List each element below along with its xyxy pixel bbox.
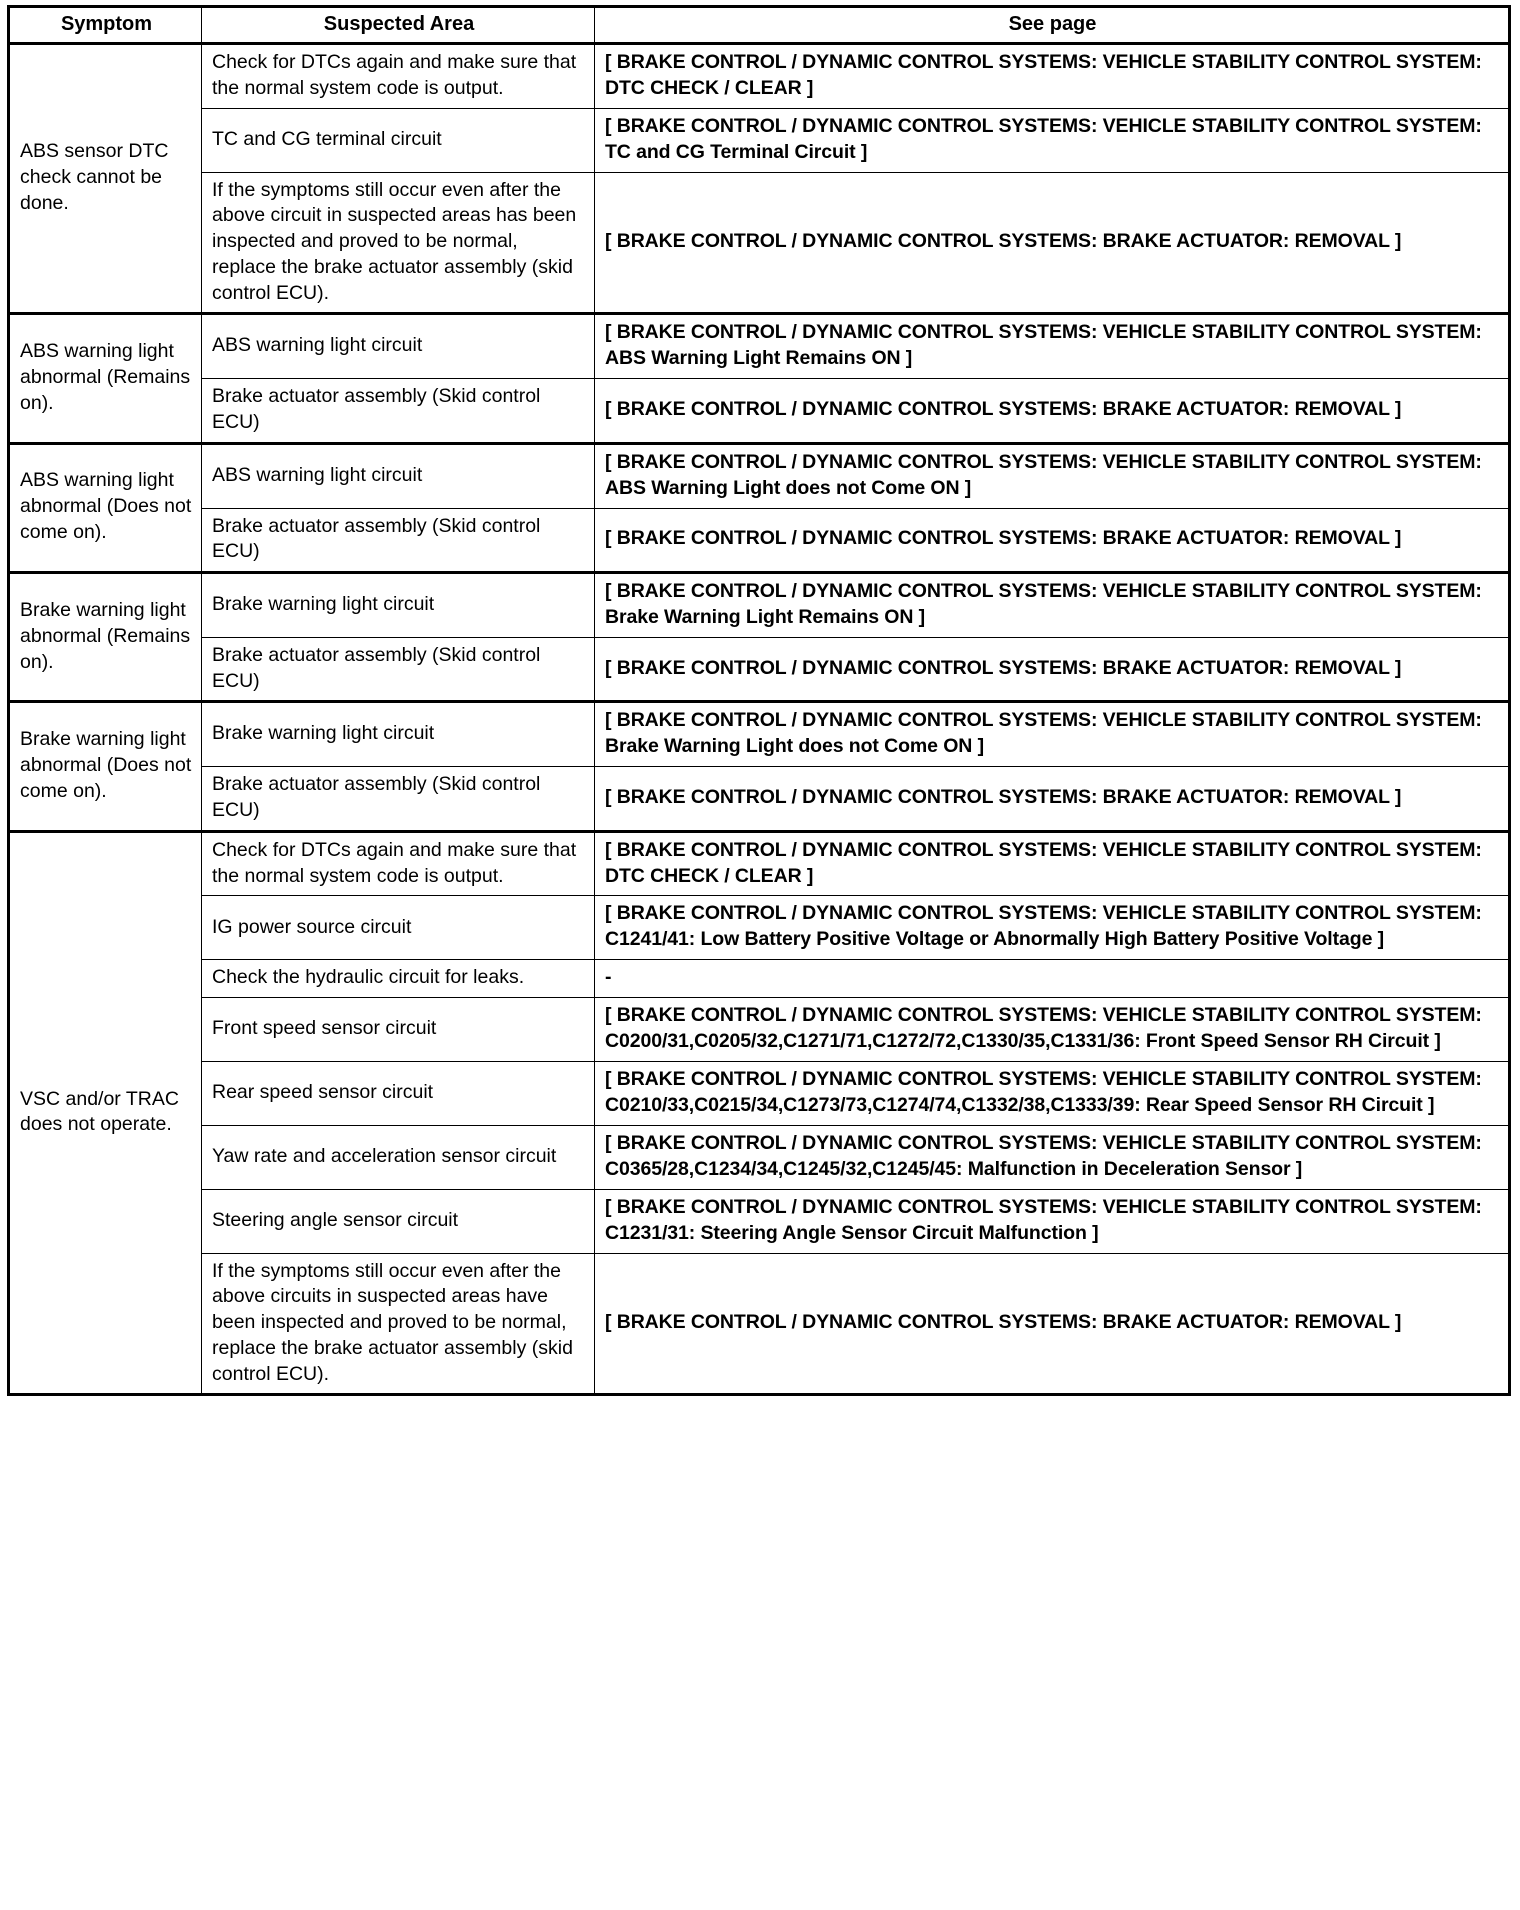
table-row: Steering angle sensor circuit[ BRAKE CON…	[9, 1188, 1510, 1254]
suspected-area-cell: If the symptoms still occur even after t…	[201, 1252, 595, 1396]
see-page-cell: [ BRAKE CONTROL / DYNAMIC CONTROL SYSTEM…	[594, 42, 1510, 109]
suspected-area-cell: Brake warning light circuit	[201, 700, 595, 768]
see-page-cell: [ BRAKE CONTROL / DYNAMIC CONTROL SYSTEM…	[594, 171, 1510, 315]
symptom-cell: ABS sensor DTC check cannot be done.	[8, 41, 202, 315]
column-header-symptom: Symptom	[8, 6, 202, 44]
symptom-diagnosis-table: Symptom Suspected Area See page ABS sens…	[7, 5, 1511, 1397]
symptom-cell: Brake warning light abnormal (Does not c…	[8, 700, 202, 832]
see-page-cell: [ BRAKE CONTROL / DYNAMIC CONTROL SYSTEM…	[594, 507, 1510, 573]
table-row: Brake warning light abnormal (Does not c…	[8, 700, 1510, 832]
see-page-cell: [ BRAKE CONTROL / DYNAMIC CONTROL SYSTEM…	[594, 1252, 1510, 1396]
suspected-area-cell: Check for DTCs again and make sure that …	[201, 829, 595, 897]
see-page-cell: [ BRAKE CONTROL / DYNAMIC CONTROL SYSTEM…	[594, 829, 1510, 897]
suspected-area-cell: Steering angle sensor circuit	[201, 1188, 595, 1254]
suspected-area-cell: Brake warning light circuit	[201, 570, 595, 638]
suspected-area-cell: IG power source circuit	[201, 895, 595, 961]
see-page-cell: [ BRAKE CONTROL / DYNAMIC CONTROL SYSTEM…	[594, 1188, 1510, 1254]
see-page-cell: [ BRAKE CONTROL / DYNAMIC CONTROL SYSTEM…	[594, 997, 1510, 1063]
see-page-cell: [ BRAKE CONTROL / DYNAMIC CONTROL SYSTEM…	[594, 378, 1510, 444]
table-row: VSC and/or TRAC does not operate. Check f…	[8, 829, 1510, 1396]
table-row: Front speed sensor circuit[ BRAKE CONTRO…	[9, 997, 1510, 1063]
table-row: Brake actuator assembly (Skid control EC…	[9, 378, 1510, 444]
see-page-cell: [ BRAKE CONTROL / DYNAMIC CONTROL SYSTEM…	[594, 700, 1510, 768]
see-page-cell: [ BRAKE CONTROL / DYNAMIC CONTROL SYSTEM…	[594, 766, 1510, 832]
table-body: ABS sensor DTC check cannot be done. Chec…	[8, 41, 1510, 1396]
table-row: Yaw rate and acceleration sensor circuit…	[9, 1124, 1510, 1190]
column-header-see-page: See page	[594, 6, 1510, 44]
suspected-area-cell: ABS warning light circuit	[201, 441, 595, 509]
suspected-area-cell: Rear speed sensor circuit	[201, 1061, 595, 1126]
see-page-cell: [ BRAKE CONTROL / DYNAMIC CONTROL SYSTEM…	[594, 1124, 1510, 1190]
symptom-cell: Brake warning light abnormal (Remains on…	[8, 570, 202, 703]
table-header-row: Symptom Suspected Area See page	[8, 6, 1510, 44]
suspected-area-cell: Brake actuator assembly (Skid control EC…	[201, 766, 595, 832]
see-page-cell: [ BRAKE CONTROL / DYNAMIC CONTROL SYSTEM…	[594, 636, 1510, 703]
suspected-area-cell: If the symptoms still occur even after t…	[201, 171, 595, 315]
table-row: ABS warning light abnormal (Remains on).…	[8, 312, 1510, 444]
see-page-cell: [ BRAKE CONTROL / DYNAMIC CONTROL SYSTEM…	[594, 570, 1510, 638]
table-row: Check the hydraulic circuit for leaks. -	[9, 959, 1510, 999]
table-row: Brake actuator assembly (Skid control EC…	[9, 507, 1510, 573]
suspected-area-cell: Check the hydraulic circuit for leaks.	[201, 959, 595, 999]
table-row: IG power source circuit[ BRAKE CONTROL /…	[9, 895, 1510, 961]
see-page-cell: [ BRAKE CONTROL / DYNAMIC CONTROL SYSTEM…	[594, 441, 1510, 509]
suspected-area-cell: Yaw rate and acceleration sensor circuit	[201, 1124, 595, 1190]
symptom-cell: ABS warning light abnormal (Does not com…	[8, 441, 202, 573]
see-page-cell: [ BRAKE CONTROL / DYNAMIC CONTROL SYSTEM…	[594, 312, 1510, 380]
column-header-suspected-area: Suspected Area	[201, 6, 595, 44]
see-page-cell: [ BRAKE CONTROL / DYNAMIC CONTROL SYSTEM…	[594, 107, 1510, 173]
suspected-area-cell: Check for DTCs again and make sure that …	[201, 42, 595, 109]
suspected-area-cell: Brake actuator assembly (Skid control EC…	[201, 636, 595, 703]
symptom-cell: VSC and/or TRAC does not operate.	[8, 829, 202, 1396]
see-page-cell: [ BRAKE CONTROL / DYNAMIC CONTROL SYSTEM…	[594, 1061, 1510, 1126]
table-row: Brake warning light abnormal (Remains on…	[8, 570, 1510, 703]
symptom-cell: ABS warning light abnormal (Remains on).	[8, 312, 202, 444]
table-header: Symptom Suspected Area See page	[8, 6, 1510, 44]
table-row: Brake actuator assembly (Skid control EC…	[9, 766, 1510, 832]
table-row: Brake actuator assembly (Skid control EC…	[9, 636, 1510, 703]
suspected-area-cell: TC and CG terminal circuit	[201, 107, 595, 173]
table-row: ABS warning light abnormal (Does not com…	[8, 441, 1510, 573]
see-page-cell: -	[594, 959, 1510, 999]
table-row: Rear speed sensor circuit[ BRAKE CONTROL…	[9, 1061, 1510, 1126]
see-page-cell: [ BRAKE CONTROL / DYNAMIC CONTROL SYSTEM…	[594, 895, 1510, 961]
suspected-area-cell: ABS warning light circuit	[201, 312, 595, 380]
table-row: If the symptoms still occur even after t…	[9, 1252, 1510, 1396]
suspected-area-cell: Brake actuator assembly (Skid control EC…	[201, 378, 595, 444]
table-row: ABS sensor DTC check cannot be done. Chec…	[8, 41, 1510, 315]
suspected-area-cell: Brake actuator assembly (Skid control EC…	[201, 507, 595, 573]
table-row: If the symptoms still occur even after t…	[9, 171, 1510, 315]
table-row: TC and CG terminal circuit[ BRAKE CONTRO…	[9, 107, 1510, 173]
suspected-area-cell: Front speed sensor circuit	[201, 997, 595, 1063]
